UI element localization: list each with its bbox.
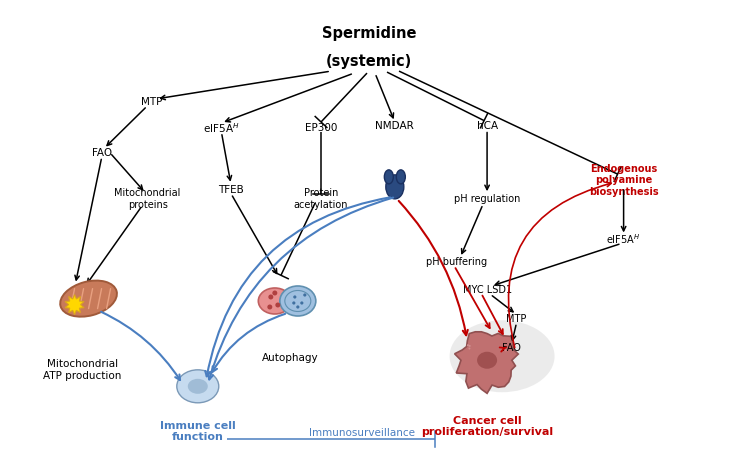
Text: Immune cell
function: Immune cell function	[160, 420, 235, 442]
Text: Mitochondrial
ATP production: Mitochondrial ATP production	[44, 359, 122, 381]
Circle shape	[469, 345, 471, 347]
Circle shape	[296, 305, 300, 309]
Text: hCA: hCA	[477, 120, 497, 131]
Text: Immunosurveillance: Immunosurveillance	[308, 428, 415, 438]
Circle shape	[505, 349, 507, 351]
Ellipse shape	[396, 170, 405, 184]
Circle shape	[303, 293, 306, 297]
Circle shape	[467, 344, 469, 346]
Text: MYC LSD1: MYC LSD1	[463, 285, 511, 295]
Text: MTP: MTP	[506, 313, 527, 324]
Ellipse shape	[280, 286, 316, 316]
Text: eIF5A$^H$: eIF5A$^H$	[203, 121, 240, 135]
Text: MTP: MTP	[141, 97, 162, 107]
Text: FAO: FAO	[92, 147, 112, 158]
Circle shape	[269, 294, 273, 300]
Text: Autophagy: Autophagy	[262, 353, 318, 363]
Text: eIF5A$^H$: eIF5A$^H$	[607, 232, 641, 246]
Circle shape	[293, 295, 297, 299]
Text: NMDAR: NMDAR	[376, 121, 414, 131]
Text: ATP: ATP	[67, 301, 82, 308]
Ellipse shape	[61, 281, 117, 317]
Text: FAO: FAO	[502, 343, 521, 354]
Circle shape	[272, 291, 277, 295]
Ellipse shape	[477, 352, 497, 369]
Text: Protein
acetylation: Protein acetylation	[294, 188, 348, 210]
Text: Cancer cell
proliferation/survival: Cancer cell proliferation/survival	[421, 416, 554, 438]
Ellipse shape	[177, 370, 218, 403]
Text: pH buffering: pH buffering	[426, 256, 486, 267]
Circle shape	[469, 347, 470, 349]
Ellipse shape	[258, 288, 292, 314]
Text: EP300: EP300	[305, 123, 337, 133]
Text: Endogenous
polyamine
biosynthesis: Endogenous polyamine biosynthesis	[589, 164, 658, 197]
Ellipse shape	[386, 175, 404, 199]
Ellipse shape	[449, 320, 554, 392]
Text: TFEB: TFEB	[218, 184, 244, 195]
Circle shape	[275, 302, 280, 308]
Ellipse shape	[187, 379, 208, 394]
Polygon shape	[65, 295, 84, 315]
Circle shape	[292, 301, 295, 305]
Text: Spermidine: Spermidine	[322, 26, 416, 41]
Ellipse shape	[384, 170, 393, 184]
Text: (systemic): (systemic)	[326, 54, 412, 69]
Text: Mitochondrial
proteins: Mitochondrial proteins	[114, 188, 181, 210]
Text: pH regulation: pH regulation	[454, 194, 520, 204]
Polygon shape	[455, 332, 518, 393]
Circle shape	[267, 304, 272, 310]
Circle shape	[300, 301, 303, 305]
